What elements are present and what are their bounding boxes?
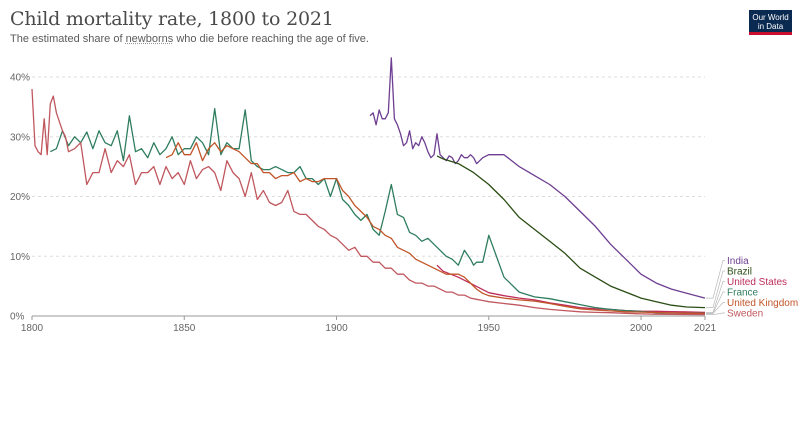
- legend-connector-united-states: [706, 281, 725, 313]
- series-line-brazil[interactable]: [436, 155, 706, 309]
- chart-subtitle: The estimated share of newborns who die …: [10, 33, 369, 45]
- y-tick-label: 30%: [10, 132, 30, 143]
- y-tick-label: 20%: [10, 192, 30, 203]
- logo-line-1: Our World: [752, 13, 789, 22]
- series-lines: [31, 57, 706, 316]
- subtitle-text-start: The estimated share of: [10, 33, 126, 45]
- x-tick-label: 1950: [478, 323, 501, 334]
- y-tick-label: 10%: [10, 252, 30, 263]
- y-tick-label: 0%: [10, 312, 25, 323]
- x-tick-label: 1900: [325, 323, 348, 334]
- y-tick-label: 40%: [10, 73, 30, 84]
- series-line-india[interactable]: [369, 57, 706, 299]
- logo-accent-bar: [749, 32, 792, 35]
- legend-connector-india: [706, 260, 725, 299]
- legend-connector-sweden: [706, 312, 725, 315]
- x-tick-label: 1850: [173, 323, 196, 334]
- logo-line-2: in Data: [757, 22, 784, 31]
- legend-label-united-kingdom[interactable]: United Kingdom: [727, 298, 798, 309]
- legend-label-united-states[interactable]: United States: [727, 277, 787, 288]
- our-world-in-data-logo[interactable]: Our World in Data: [749, 10, 792, 35]
- legend-connector-united-kingdom: [706, 302, 725, 314]
- legend-label-india[interactable]: India: [727, 256, 749, 267]
- x-axis: 1800 1850 1900 1950 2000 2021: [21, 316, 717, 334]
- legend-label-sweden[interactable]: Sweden: [727, 309, 763, 320]
- x-tick-label: 1800: [21, 323, 44, 334]
- series-line-united-kingdom[interactable]: [165, 142, 706, 315]
- x-tick-label: 2000: [630, 323, 653, 334]
- y-axis: 0% 10% 20% 30% 40%: [10, 73, 30, 323]
- series-line-united-states[interactable]: [436, 264, 706, 314]
- x-tick-label: 2021: [694, 323, 717, 334]
- legend-connector-france: [706, 291, 725, 314]
- chart-title: Child mortality rate, 1800 to 2021: [10, 8, 334, 30]
- legend-label-france[interactable]: France: [727, 288, 759, 299]
- legend-label-brazil[interactable]: Brazil: [727, 267, 752, 278]
- gridlines: [32, 76, 705, 317]
- legend-connector-brazil: [706, 270, 725, 308]
- series-line-sweden[interactable]: [31, 88, 706, 316]
- series-line-france[interactable]: [50, 108, 705, 314]
- newborns-link[interactable]: newborns: [125, 33, 174, 45]
- subtitle-text-end: who die before reaching the age of five.: [173, 33, 369, 45]
